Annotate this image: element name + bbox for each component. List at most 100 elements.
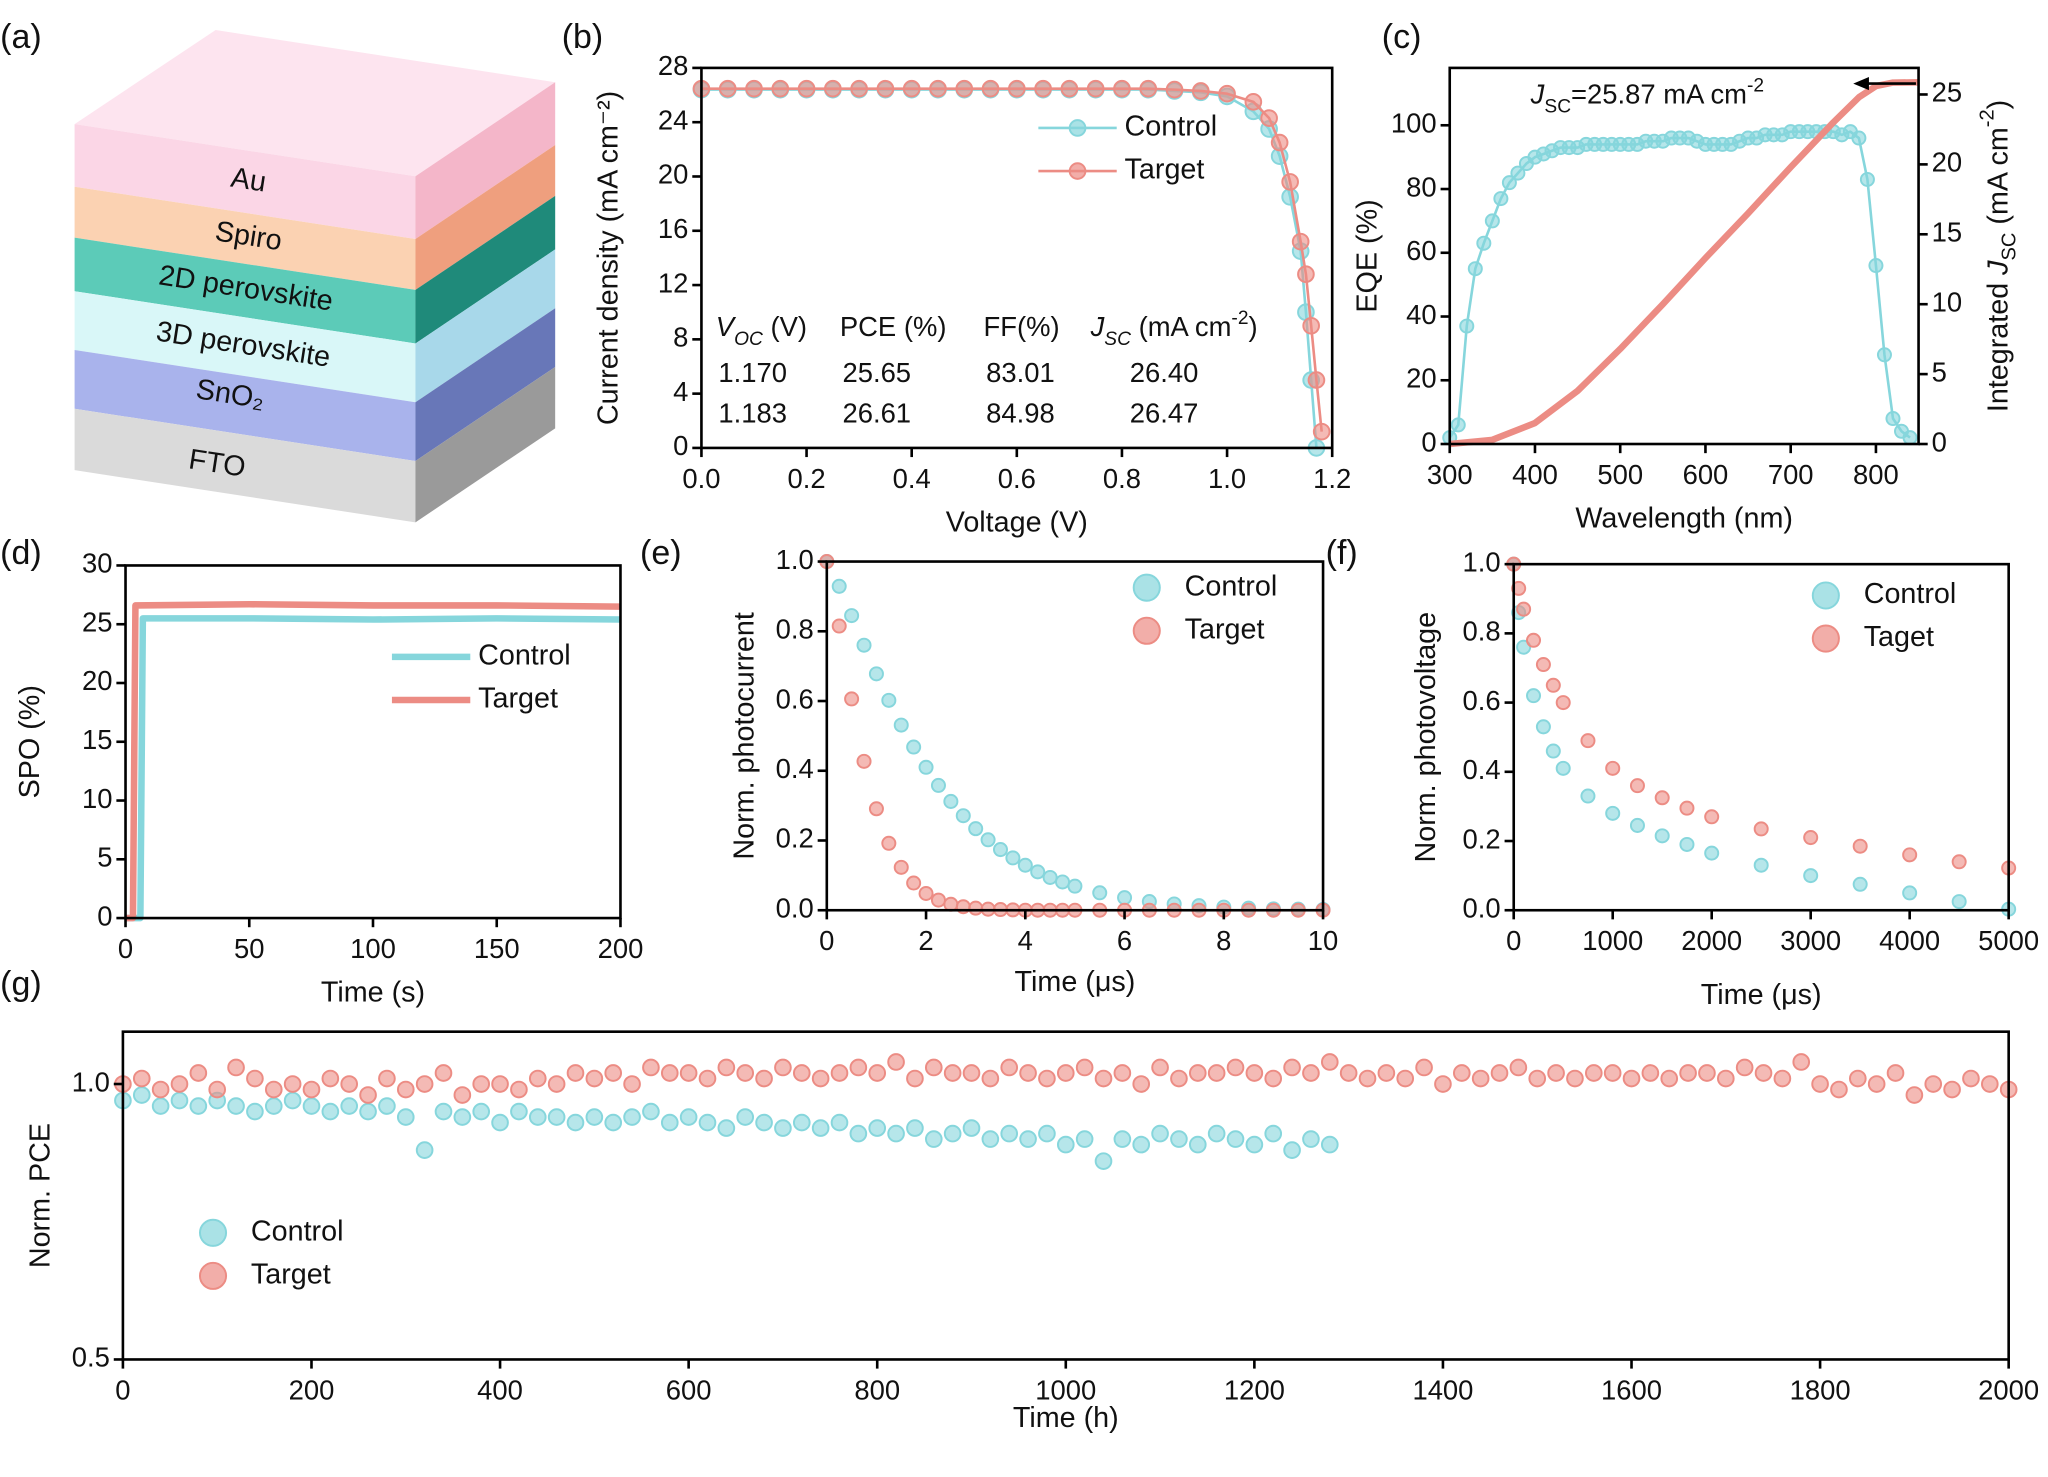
y-tick-label: 4 xyxy=(673,376,688,407)
data-point xyxy=(1005,850,1021,866)
data-point xyxy=(929,79,947,98)
device-stack: Au Spiro 2D perovskite 3D perovskite SnO… xyxy=(0,18,556,523)
legend-label: Target xyxy=(1125,154,1205,186)
layer-side xyxy=(415,82,556,239)
data-point xyxy=(1629,817,1645,833)
data-point xyxy=(1207,1064,1226,1082)
data-point xyxy=(1605,760,1621,776)
y-tick-label: 16 xyxy=(658,213,688,244)
data-point xyxy=(1244,93,1263,111)
data-point xyxy=(887,1053,905,1071)
x-tick-label: 800 xyxy=(1853,459,1899,490)
data-point xyxy=(717,1058,736,1077)
table-cell: 26.61 xyxy=(842,398,911,429)
x-tick-label: 700 xyxy=(1768,459,1814,490)
legend-marker xyxy=(1811,581,1840,610)
data-point xyxy=(151,1080,170,1099)
text-run: J xyxy=(1530,79,1545,110)
data-point xyxy=(1535,657,1551,673)
data-point xyxy=(736,1108,755,1126)
data-point xyxy=(1773,1069,1792,1088)
legend-label: Target xyxy=(478,683,558,715)
data-point xyxy=(881,835,897,851)
y-tick-label: 10 xyxy=(82,783,112,814)
legend-marker xyxy=(1068,119,1087,137)
data-point xyxy=(302,1097,321,1115)
table-header: VOC (V) xyxy=(716,311,807,349)
annotation: JSC=25.87 mA cm-2 xyxy=(1530,75,1764,117)
text-run: SC xyxy=(1999,233,2021,261)
data-point xyxy=(1302,1064,1320,1082)
data-point xyxy=(321,1069,340,1088)
data-point xyxy=(1704,809,1720,825)
data-point xyxy=(1580,788,1596,804)
data-point xyxy=(264,1097,283,1115)
data-point xyxy=(1086,79,1105,98)
data-point xyxy=(472,1102,491,1121)
text-run: ) xyxy=(1982,100,2014,110)
legend-label: Control xyxy=(1185,570,1278,602)
text-run: V xyxy=(716,311,737,342)
data-point xyxy=(1434,1075,1452,1093)
x-tick-label: 5000 xyxy=(1978,925,2039,956)
x-tick-label: 1000 xyxy=(1035,1374,1096,1405)
data-point xyxy=(1902,430,1918,446)
x-tick-label: 2000 xyxy=(1681,925,1742,956)
data-point xyxy=(1704,845,1720,861)
data-point xyxy=(1876,347,1892,363)
data-point xyxy=(1055,874,1071,890)
x-tick-label: 50 xyxy=(234,933,264,964)
data-point xyxy=(1510,165,1526,181)
data-point xyxy=(992,842,1009,858)
data-point xyxy=(1264,1124,1283,1143)
data-point xyxy=(660,1113,679,1132)
data-point xyxy=(1580,733,1596,749)
data-point xyxy=(1753,857,1769,873)
data-point xyxy=(930,777,946,793)
data-point xyxy=(774,1119,792,1137)
legend-label: Control xyxy=(1125,111,1218,143)
layer-front xyxy=(74,237,416,344)
data-point xyxy=(1281,173,1299,191)
data-point xyxy=(170,1091,189,1110)
data-point xyxy=(1188,1135,1207,1154)
text-run: ) xyxy=(1249,311,1258,342)
x-tick-label: 500 xyxy=(1597,459,1643,490)
data-point xyxy=(1165,80,1184,99)
y-tick-label: 0.5 xyxy=(72,1342,110,1373)
data-point xyxy=(811,1119,830,1137)
text-run: -2 xyxy=(1231,308,1248,329)
data-point xyxy=(283,1075,302,1093)
data-point xyxy=(1113,1130,1132,1148)
table-header: PCE (%) xyxy=(840,311,947,342)
text-run: SC xyxy=(1104,329,1131,350)
data-point xyxy=(1679,1064,1697,1082)
data-point xyxy=(830,1064,849,1082)
data-point xyxy=(208,1080,227,1099)
data-point xyxy=(1094,1152,1113,1170)
data-point xyxy=(1555,695,1571,711)
panel-label: (d) xyxy=(0,534,41,572)
data-point xyxy=(1358,1069,1377,1088)
data-point xyxy=(528,1108,547,1126)
x-tick-label: 2 xyxy=(918,925,933,956)
data-point xyxy=(981,79,1000,98)
data-point xyxy=(1075,1130,1094,1148)
data-point xyxy=(1113,1064,1132,1082)
x-axis-label: Time (h) xyxy=(1013,1402,1119,1434)
y-tick-label: 12 xyxy=(658,267,688,298)
x-tick-label: 0 xyxy=(118,933,133,964)
data-point xyxy=(881,692,897,708)
data-point xyxy=(396,1080,415,1099)
x-tick-label: 200 xyxy=(598,933,644,964)
x-tick-label: 0.8 xyxy=(1103,463,1141,494)
layer-front xyxy=(74,186,416,290)
table-cell: 25.65 xyxy=(842,357,911,388)
data-point xyxy=(868,801,884,817)
data-point xyxy=(453,1086,472,1104)
data-point xyxy=(844,608,860,624)
data-point xyxy=(797,79,816,98)
panel-label: (f) xyxy=(1326,534,1358,572)
y-tick-label: 0.2 xyxy=(776,823,814,854)
layer-side xyxy=(415,366,556,523)
